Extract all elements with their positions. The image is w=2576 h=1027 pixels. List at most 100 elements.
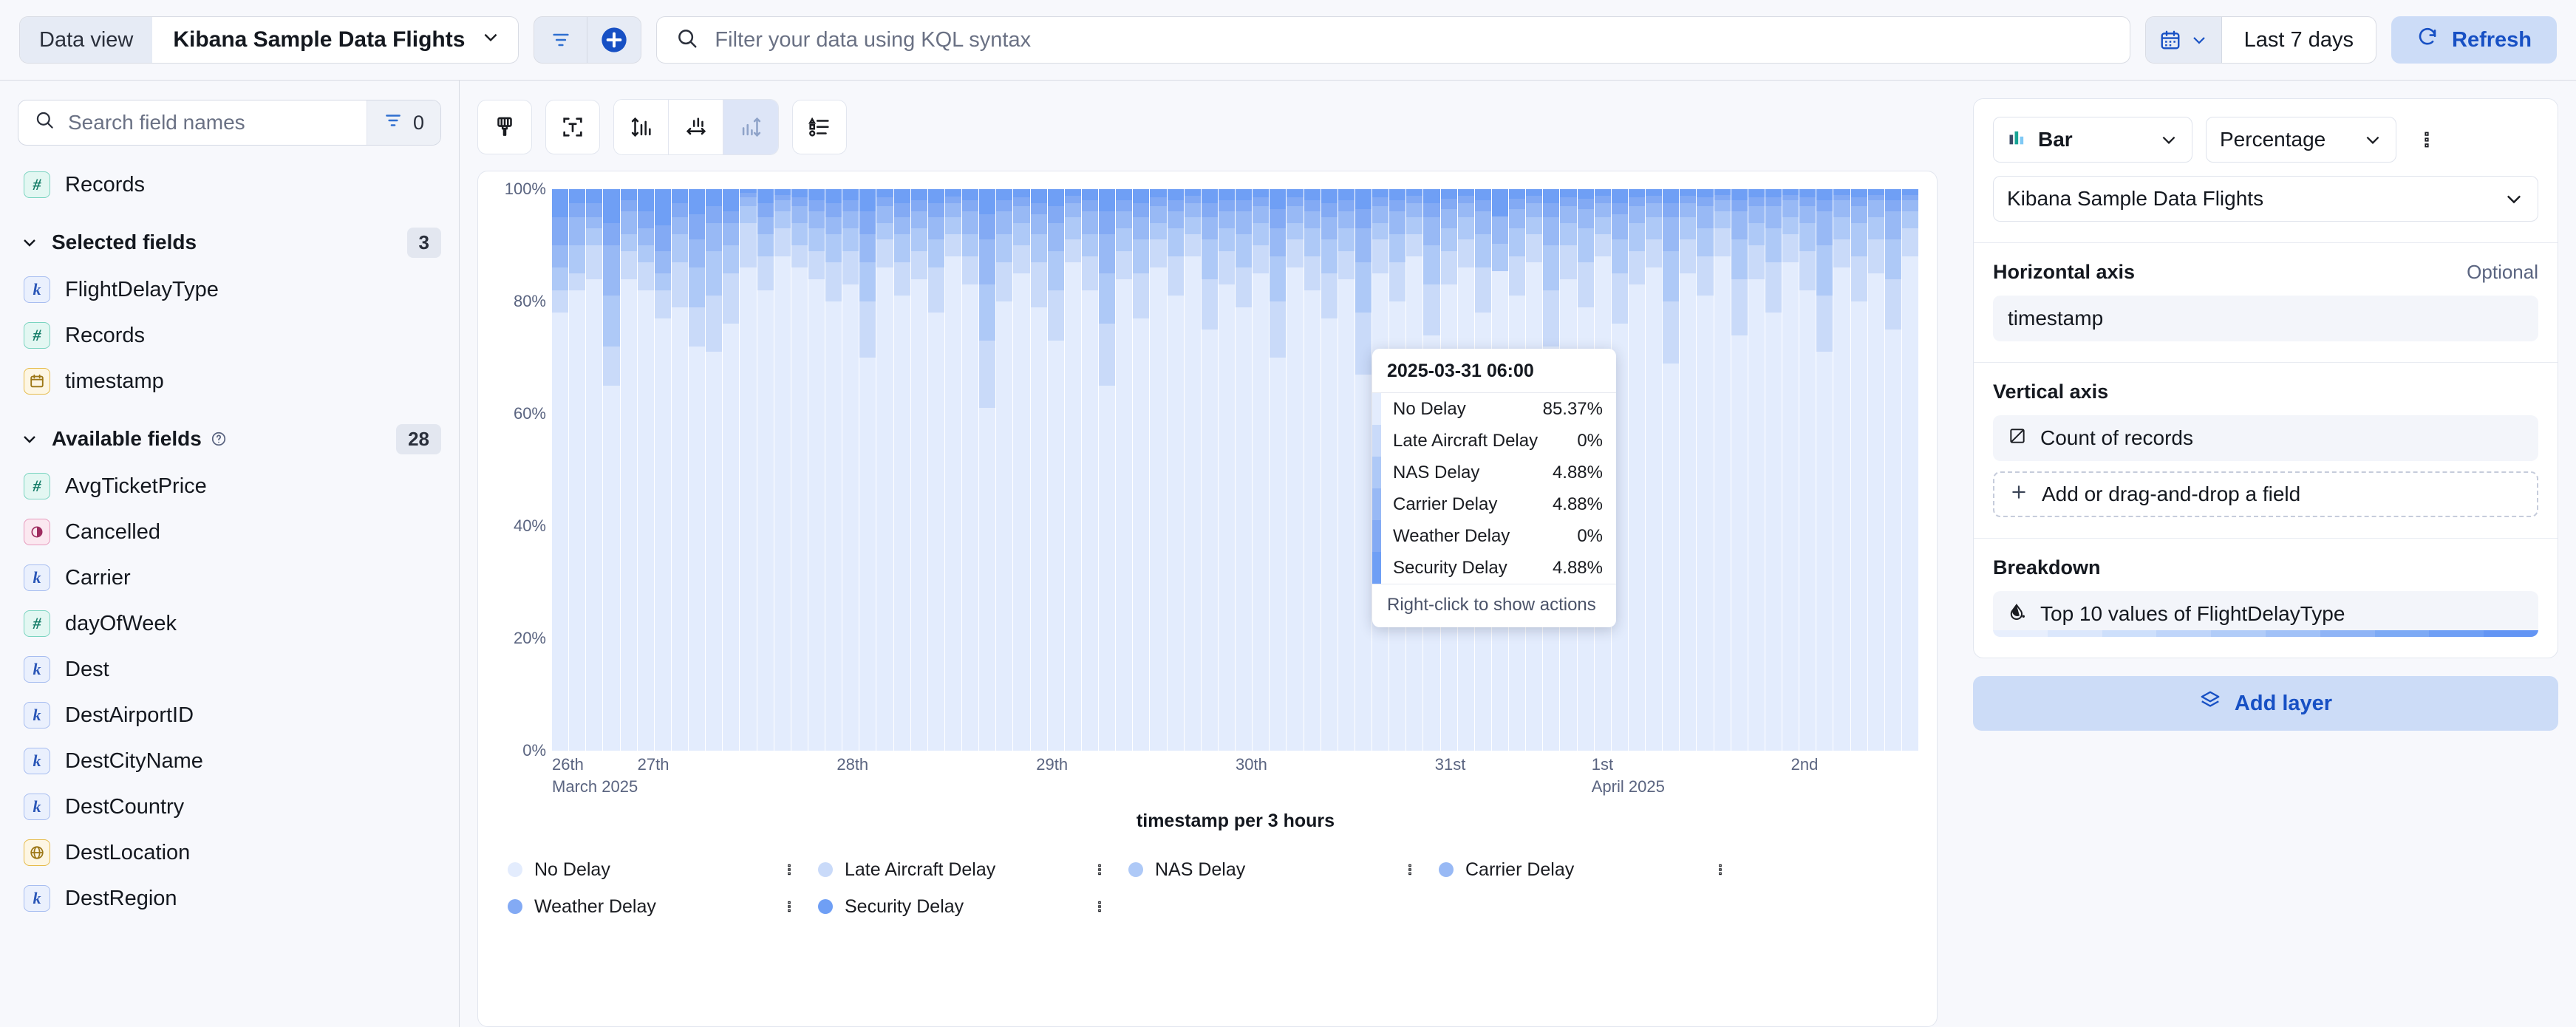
bar-segment[interactable] <box>1611 239 1628 274</box>
bar-segment[interactable] <box>1133 273 1150 318</box>
bar-segment[interactable] <box>1765 313 1782 751</box>
bar-segment[interactable] <box>757 290 774 751</box>
bar-segment[interactable] <box>1457 217 1474 240</box>
axis-bottom-icon[interactable] <box>669 100 723 154</box>
bar-segment[interactable] <box>1816 245 1833 296</box>
bar-segment[interactable] <box>1218 200 1235 212</box>
bar-segment[interactable] <box>1321 273 1338 318</box>
bar-segment[interactable] <box>1133 189 1150 204</box>
bar-segment[interactable] <box>825 203 842 218</box>
bar-segment[interactable] <box>893 189 910 204</box>
bar-segment[interactable] <box>1440 189 1457 199</box>
bar-segment[interactable] <box>1748 279 1765 751</box>
bar-segment[interactable] <box>979 189 996 215</box>
bar-segment[interactable] <box>927 203 944 218</box>
bar-stack[interactable] <box>654 189 672 751</box>
bar-segment[interactable] <box>1526 189 1543 197</box>
bar-segment[interactable] <box>1150 222 1167 240</box>
available-fields-section-header[interactable]: Available fields 28 <box>18 414 441 463</box>
bar-segment[interactable] <box>1338 279 1355 751</box>
bar-segment[interactable] <box>1697 189 1714 198</box>
bar-segment[interactable] <box>1099 386 1116 751</box>
bar-segment[interactable] <box>927 189 944 204</box>
date-range-picker[interactable]: Last 7 days <box>2144 16 2376 64</box>
bar-segment[interactable] <box>586 189 603 204</box>
bar-segment[interactable] <box>1099 273 1116 324</box>
bar-stack[interactable] <box>1287 189 1304 751</box>
bar-stack[interactable] <box>1218 189 1236 751</box>
chart-mode-select[interactable]: Percentage <box>2206 117 2396 163</box>
bar-segment[interactable] <box>1833 239 1850 268</box>
bar-segment[interactable] <box>603 222 620 246</box>
bar-stack[interactable] <box>1816 189 1834 751</box>
bar-segment[interactable] <box>552 313 569 751</box>
bar-segment[interactable] <box>876 197 893 206</box>
bar-segment[interactable] <box>1901 189 1918 195</box>
bar-segment[interactable] <box>637 290 654 751</box>
bar-stack[interactable] <box>859 189 877 751</box>
bar-segment[interactable] <box>1406 189 1423 197</box>
bar-segment[interactable] <box>1867 239 1884 273</box>
bar-segment[interactable] <box>620 250 637 279</box>
bar-segment[interactable] <box>740 205 757 223</box>
bar-segment[interactable] <box>996 189 1013 201</box>
bar-segment[interactable] <box>1628 222 1645 251</box>
bar-stack[interactable] <box>1611 189 1629 751</box>
bar-segment[interactable] <box>1680 196 1697 204</box>
bar-segment[interactable] <box>1697 197 1714 206</box>
bar-segment[interactable] <box>586 228 603 246</box>
refresh-button[interactable]: Refresh <box>2391 16 2557 64</box>
bar-segment[interactable] <box>1253 222 1270 245</box>
bar-segment[interactable] <box>1714 228 1731 257</box>
bar-stack[interactable] <box>808 189 825 751</box>
bar-segment[interactable] <box>1782 233 1799 262</box>
field-item[interactable]: k DestCountry <box>18 784 441 830</box>
bar-segment[interactable] <box>1167 256 1184 296</box>
bar-segment[interactable] <box>1116 279 1133 751</box>
bar-segment[interactable] <box>1474 200 1491 212</box>
bar-segment[interactable] <box>1304 256 1321 290</box>
bar-segment[interactable] <box>1338 228 1355 251</box>
bar-segment[interactable] <box>808 279 825 751</box>
date-range-value[interactable]: Last 7 days <box>2243 27 2354 52</box>
add-layer-button[interactable]: Add layer <box>1973 676 2558 731</box>
bar-segment[interactable] <box>944 203 961 218</box>
bar-segment[interactable] <box>1833 267 1850 751</box>
bar-segment[interactable] <box>1047 222 1064 251</box>
bar-segment[interactable] <box>1116 189 1133 201</box>
bar-segment[interactable] <box>723 245 740 274</box>
bar-segment[interactable] <box>671 189 688 204</box>
bar-segment[interactable] <box>1765 262 1782 313</box>
bar-segment[interactable] <box>1253 205 1270 223</box>
bar-segment[interactable] <box>1270 228 1287 257</box>
bar-stack[interactable] <box>1663 189 1680 751</box>
bar-segment[interactable] <box>1064 203 1081 218</box>
bar-segment[interactable] <box>910 279 927 751</box>
bar-segment[interactable] <box>927 267 944 313</box>
bar-segment[interactable] <box>1509 208 1526 229</box>
bar-segment[interactable] <box>859 233 876 262</box>
bar-segment[interactable] <box>706 222 723 251</box>
bar-segment[interactable] <box>1731 279 1748 335</box>
bar-segment[interactable] <box>689 346 706 751</box>
kql-search-bar[interactable]: Filter your data using KQL syntax <box>656 16 2130 64</box>
bar-segment[interactable] <box>1184 233 1201 257</box>
legend-item[interactable]: Carrier Delay <box>1439 851 1749 888</box>
bar-segment[interactable] <box>1611 214 1628 240</box>
bar-segment[interactable] <box>1509 228 1526 257</box>
bar-segment[interactable] <box>842 200 859 212</box>
legend-actions-icon[interactable] <box>1403 861 1417 878</box>
bar-segment[interactable] <box>876 189 893 198</box>
bar-stack[interactable] <box>1047 189 1065 751</box>
legend-list-icon[interactable] <box>792 100 847 154</box>
bar-segment[interactable] <box>1628 250 1645 285</box>
bar-segment[interactable] <box>1099 324 1116 386</box>
bar-segment[interactable] <box>1680 203 1697 218</box>
bar-segment[interactable] <box>706 189 723 206</box>
bars-container[interactable] <box>552 189 1919 751</box>
bar-segment[interactable] <box>791 267 808 751</box>
bar-stack[interactable] <box>842 189 860 751</box>
bar-stack[interactable] <box>1765 189 1782 751</box>
bar-segment[interactable] <box>1253 189 1270 198</box>
bar-stack[interactable] <box>1901 189 1919 751</box>
